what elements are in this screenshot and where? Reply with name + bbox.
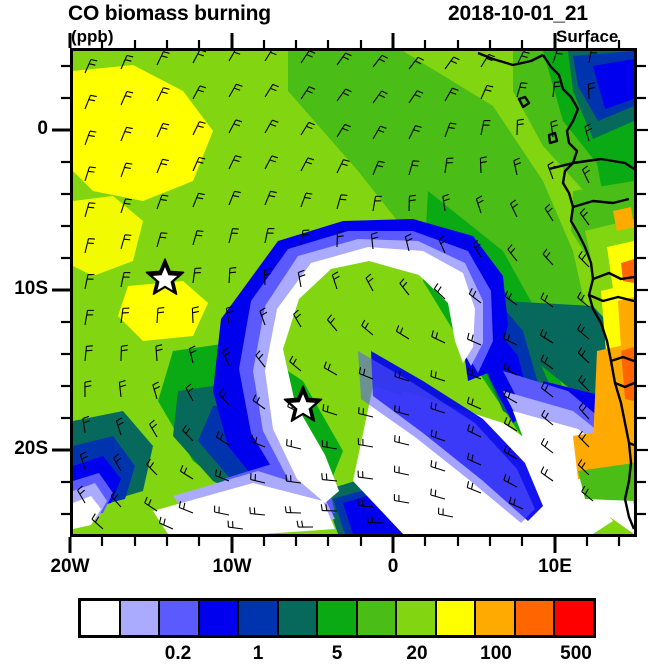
colorbar-label-0: 0.2 — [164, 643, 192, 664]
xtick-label-3: 10E — [538, 556, 572, 577]
colorbar-cell-0[interactable] — [81, 601, 121, 635]
ytick-label-1: 10S — [14, 278, 48, 299]
level-label: Surface — [556, 27, 619, 46]
map-plot-panel[interactable] — [70, 48, 637, 537]
colorbar-cell-12[interactable] — [555, 601, 593, 635]
datetime-label: 2018-10-01_21 — [448, 2, 588, 25]
colorbar-cell-7[interactable] — [357, 601, 398, 635]
map-field — [73, 51, 634, 534]
ytick-label-0: 0 — [37, 118, 48, 139]
colorbar-cell-10[interactable] — [476, 601, 516, 635]
site-marker-2-inner — [290, 394, 316, 418]
colorbar-cell-9[interactable] — [436, 601, 477, 635]
colorbar-label-3: 20 — [406, 643, 428, 664]
ytick-label-2: 20S — [14, 438, 48, 459]
colorbar-cell-8[interactable] — [397, 601, 437, 635]
xtick-label-2: 0 — [387, 556, 399, 577]
colorbar-label-1: 1 — [252, 643, 264, 664]
contour-fill-layer — [73, 51, 634, 534]
units-label: (ppb) — [71, 27, 114, 46]
colorbar-label-5: 500 — [560, 643, 592, 664]
colorbar-cell-5[interactable] — [278, 601, 319, 635]
xtick-label-0: 20W — [50, 556, 90, 577]
xtick-label-1: 10W — [212, 556, 252, 577]
colorbar-cell-1[interactable] — [120, 601, 161, 635]
colorbar-label-4: 100 — [480, 643, 512, 664]
colorbar[interactable] — [78, 598, 596, 638]
station-marker-layer[interactable] — [145, 258, 323, 422]
colorbar-cell-11[interactable] — [515, 601, 556, 635]
page-title: CO biomass burning — [68, 2, 271, 25]
site-marker-1-inner — [152, 267, 178, 291]
colorbar-cell-6[interactable] — [318, 601, 358, 635]
colorbar-cell-4[interactable] — [239, 601, 279, 635]
colorbar-cell-3[interactable] — [199, 601, 240, 635]
colorbar-label-2: 5 — [331, 643, 343, 664]
colorbar-cell-2[interactable] — [160, 601, 200, 635]
